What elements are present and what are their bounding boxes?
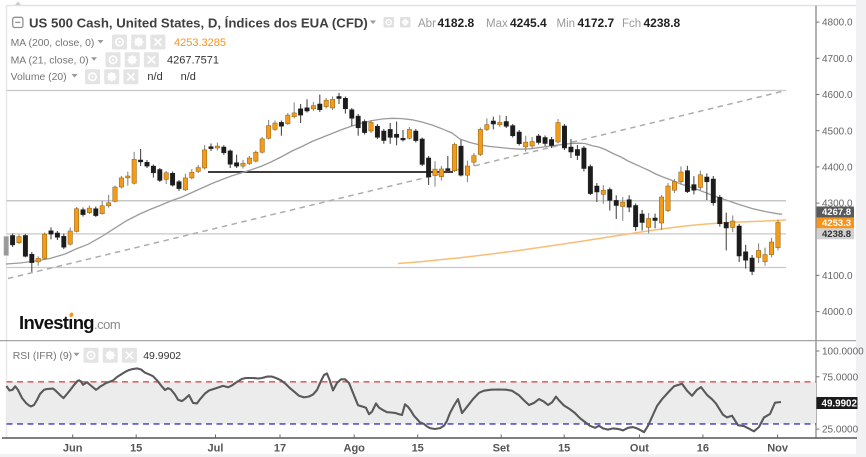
svg-text:4000.0: 4000.0 bbox=[822, 307, 853, 318]
svg-text:4800.0: 4800.0 bbox=[822, 18, 853, 29]
svg-text:Jul: Jul bbox=[208, 443, 224, 455]
svg-text:Nov: Nov bbox=[767, 443, 789, 455]
svg-text:75.0000: 75.0000 bbox=[822, 372, 859, 383]
svg-text:Out: Out bbox=[630, 443, 649, 455]
svg-text:n/d: n/d bbox=[181, 71, 196, 83]
svg-text:4267.7571: 4267.7571 bbox=[167, 55, 219, 67]
svg-text:4238.8: 4238.8 bbox=[644, 16, 681, 30]
svg-text:4300.0: 4300.0 bbox=[822, 199, 853, 210]
svg-text:MA (21, close, 0): MA (21, close, 0) bbox=[11, 55, 89, 66]
svg-text:25.0000: 25.0000 bbox=[822, 425, 859, 436]
svg-text:4267.8: 4267.8 bbox=[822, 207, 851, 218]
svg-text:15: 15 bbox=[130, 443, 142, 455]
svg-text:4172.7: 4172.7 bbox=[578, 16, 615, 30]
svg-text:15: 15 bbox=[412, 443, 424, 455]
svg-text:4500.0: 4500.0 bbox=[822, 126, 853, 137]
svg-text:Ago: Ago bbox=[344, 443, 366, 455]
svg-text:15: 15 bbox=[558, 443, 570, 455]
svg-text:4182.8: 4182.8 bbox=[438, 16, 475, 30]
svg-text:Abr: Abr bbox=[418, 18, 436, 30]
svg-text:4238.8: 4238.8 bbox=[822, 229, 851, 240]
svg-text:17: 17 bbox=[274, 443, 286, 455]
svg-text:Investing: Investing bbox=[19, 312, 94, 333]
svg-text:49.9902: 49.9902 bbox=[143, 350, 181, 362]
svg-text:Jun: Jun bbox=[63, 443, 83, 455]
svg-text:US 500 Cash, United States, D,: US 500 Cash, United States, D, Índices d… bbox=[29, 15, 368, 30]
svg-text:Set: Set bbox=[493, 443, 510, 455]
svg-text:4253.3285: 4253.3285 bbox=[174, 37, 226, 49]
svg-text:100.0000: 100.0000 bbox=[822, 347, 864, 358]
svg-text:4400.0: 4400.0 bbox=[822, 163, 853, 174]
svg-text:Max: Max bbox=[486, 18, 508, 30]
svg-text:Fch: Fch bbox=[622, 18, 641, 30]
svg-text:4253.3: 4253.3 bbox=[822, 218, 851, 229]
svg-text:4245.4: 4245.4 bbox=[510, 16, 547, 30]
svg-text:n/d: n/d bbox=[147, 71, 162, 83]
svg-text:4600.0: 4600.0 bbox=[822, 90, 853, 101]
svg-text:49.9902: 49.9902 bbox=[822, 398, 858, 409]
svg-text:Volume (20): Volume (20) bbox=[11, 72, 67, 83]
svg-text:4100.0: 4100.0 bbox=[822, 271, 853, 282]
svg-text:Min: Min bbox=[557, 18, 576, 30]
svg-text:MA (200, close, 0): MA (200, close, 0) bbox=[11, 38, 95, 49]
svg-text:16: 16 bbox=[697, 443, 709, 455]
svg-text:RSI (IFR) (9): RSI (IFR) (9) bbox=[13, 351, 72, 362]
svg-text:.com: .com bbox=[94, 317, 120, 332]
svg-text:4700.0: 4700.0 bbox=[822, 54, 853, 65]
